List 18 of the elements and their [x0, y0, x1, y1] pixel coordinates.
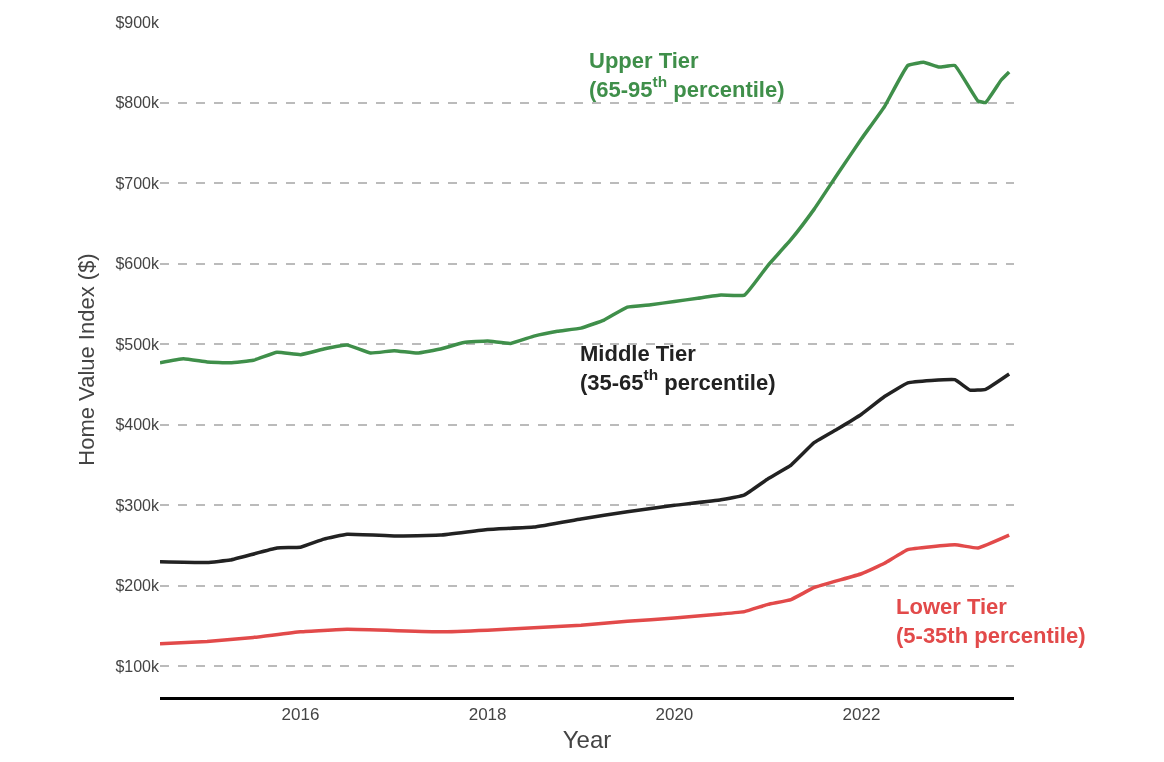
x-tick-label: 2018 [468, 705, 507, 725]
y-tick-label: $900k [115, 13, 160, 31]
y-tick-label: $500k [115, 335, 160, 353]
x-tick-label: 2022 [842, 705, 881, 725]
text: Middle Tier (35-65$^{th}$ percentile) [580, 341, 776, 395]
text: Upper Tier (65-95$^{th}$ percentile) [589, 48, 785, 102]
y-tick-label: $400k [115, 416, 160, 434]
y-tick-label: $700k [115, 174, 160, 192]
series-label: Lower Tier (5-35th percentile) [896, 594, 1086, 648]
y-tick-label: $100k [115, 657, 160, 675]
y-tick-label: $600k [115, 255, 160, 273]
y-tick-label: $800k [115, 94, 160, 112]
y-tick-label: $300k [115, 496, 160, 514]
y-axis-title: Home Value Index ($) [74, 253, 100, 466]
y-tick-label: $200k [115, 577, 160, 595]
x-tick-label: 2020 [655, 705, 694, 725]
x-axis-title: Year [562, 725, 612, 753]
x-tick-label: 2016 [281, 705, 320, 725]
